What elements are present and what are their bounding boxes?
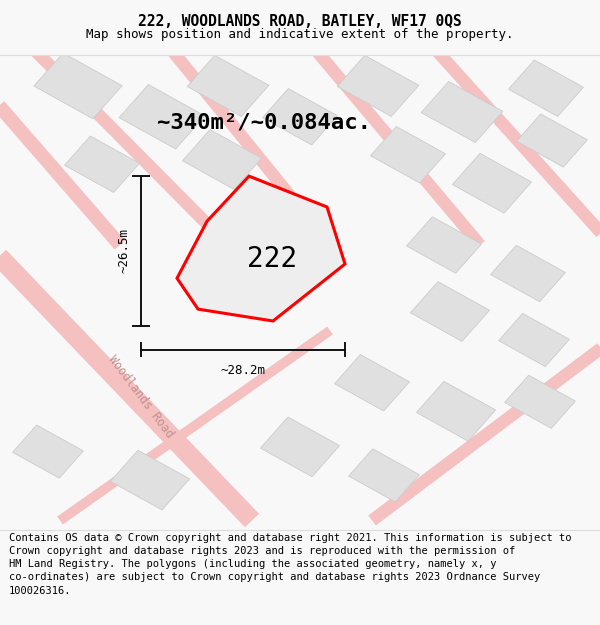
Text: ~28.2m: ~28.2m	[221, 364, 265, 377]
Polygon shape	[491, 245, 565, 302]
Polygon shape	[407, 217, 481, 273]
Text: 222: 222	[247, 244, 297, 272]
Polygon shape	[505, 375, 575, 428]
Text: Contains OS data © Crown copyright and database right 2021. This information is : Contains OS data © Crown copyright and d…	[9, 533, 571, 596]
Polygon shape	[416, 381, 496, 441]
Polygon shape	[65, 136, 139, 192]
Text: 222, WOODLANDS ROAD, BATLEY, WF17 0QS: 222, WOODLANDS ROAD, BATLEY, WF17 0QS	[138, 14, 462, 29]
Polygon shape	[13, 425, 83, 478]
Polygon shape	[337, 56, 419, 116]
Text: Woodlands Road: Woodlands Road	[106, 353, 176, 441]
Polygon shape	[110, 450, 190, 510]
Text: Map shows position and indicative extent of the property.: Map shows position and indicative extent…	[86, 28, 514, 41]
Text: ~340m²/~0.084ac.: ~340m²/~0.084ac.	[157, 112, 371, 132]
Polygon shape	[177, 176, 345, 321]
Polygon shape	[260, 417, 340, 477]
Text: ~26.5m: ~26.5m	[117, 228, 130, 274]
Polygon shape	[182, 129, 262, 189]
Polygon shape	[517, 114, 587, 167]
Polygon shape	[421, 81, 503, 142]
Polygon shape	[371, 126, 445, 183]
Polygon shape	[410, 282, 490, 341]
Polygon shape	[187, 56, 269, 116]
Polygon shape	[499, 314, 569, 366]
Polygon shape	[509, 60, 583, 116]
Polygon shape	[335, 354, 409, 411]
Polygon shape	[34, 53, 122, 119]
Polygon shape	[263, 89, 337, 145]
Polygon shape	[119, 84, 205, 149]
Polygon shape	[452, 153, 532, 213]
Polygon shape	[349, 449, 419, 502]
